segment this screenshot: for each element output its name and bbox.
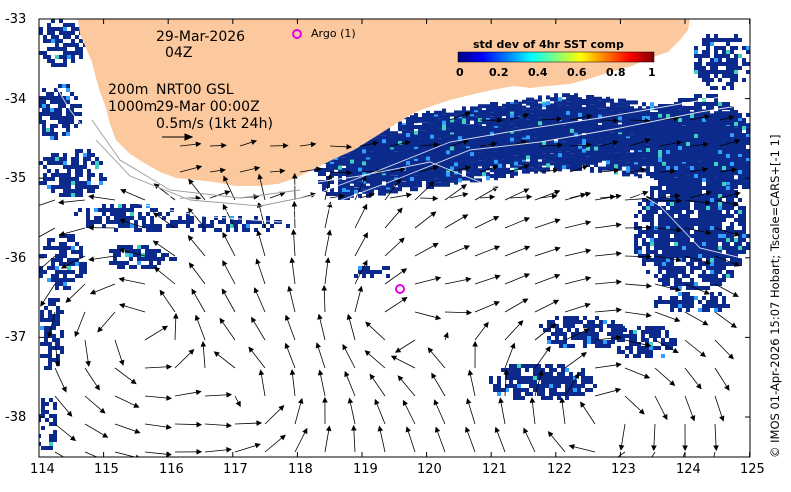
x-tick-label: 115 xyxy=(94,462,119,477)
x-tick-label: 119 xyxy=(353,462,378,477)
argo-float-marker[interactable] xyxy=(395,284,405,294)
bathymetry-contours xyxy=(39,59,750,261)
argo-legend-marker xyxy=(292,29,302,39)
colorbar-tick: 0 xyxy=(456,66,464,79)
x-tick-label: 114 xyxy=(30,462,55,477)
x-tick-label: 124 xyxy=(676,462,701,477)
x-tick-label: 125 xyxy=(740,462,765,477)
credit-text: © IMOS 01-Apr-2026 15:07 Hobart; Tscale=… xyxy=(768,134,782,458)
colorbar-tick: 0.6 xyxy=(567,66,587,79)
y-tick-label: -37 xyxy=(5,330,27,345)
x-tick-label: 116 xyxy=(159,462,184,477)
y-tick-label: -38 xyxy=(5,410,27,425)
x-tick-label: 121 xyxy=(482,462,507,477)
argo-legend-label: Argo (1) xyxy=(311,27,356,40)
x-tick-label: 120 xyxy=(417,462,442,477)
y-tick-label: -35 xyxy=(5,171,27,186)
colorbar-tick: 1 xyxy=(648,66,656,79)
colorbar xyxy=(457,51,655,63)
x-tick-label: 118 xyxy=(288,462,313,477)
scale-arrow xyxy=(162,133,194,141)
legend-product: NRT00 GSL xyxy=(156,82,234,98)
legend-analysis-time: 29-Mar 00:00Z xyxy=(156,99,260,115)
x-tick-label: 117 xyxy=(223,462,248,477)
y-tick-label: -33 xyxy=(5,12,27,27)
time-label: 04Z xyxy=(165,45,193,61)
y-tick-label: -34 xyxy=(5,92,27,107)
sst-data-layer xyxy=(39,19,750,450)
x-tick-label: 122 xyxy=(547,462,572,477)
colorbar-tick: 0.8 xyxy=(606,66,626,79)
axis-ticks xyxy=(38,18,751,457)
colorbar-title: std dev of 4hr SST comp xyxy=(473,38,624,51)
plot-frame xyxy=(38,18,751,458)
scale-arrow-label: 0.5m/s (1kt 24h) xyxy=(156,116,273,132)
y-tick-label: -36 xyxy=(5,251,27,266)
legend-depth-1000: 1000m xyxy=(108,99,158,115)
colorbar-tick: 0.4 xyxy=(528,66,548,79)
legend-depth-200: 200m xyxy=(108,82,149,98)
x-tick-label: 123 xyxy=(611,462,636,477)
bathymetry-contours-gray xyxy=(91,119,311,207)
colorbar-tick: 0.2 xyxy=(489,66,509,79)
current-vectors xyxy=(39,111,741,457)
date-label: 29-Mar-2026 xyxy=(156,29,246,45)
